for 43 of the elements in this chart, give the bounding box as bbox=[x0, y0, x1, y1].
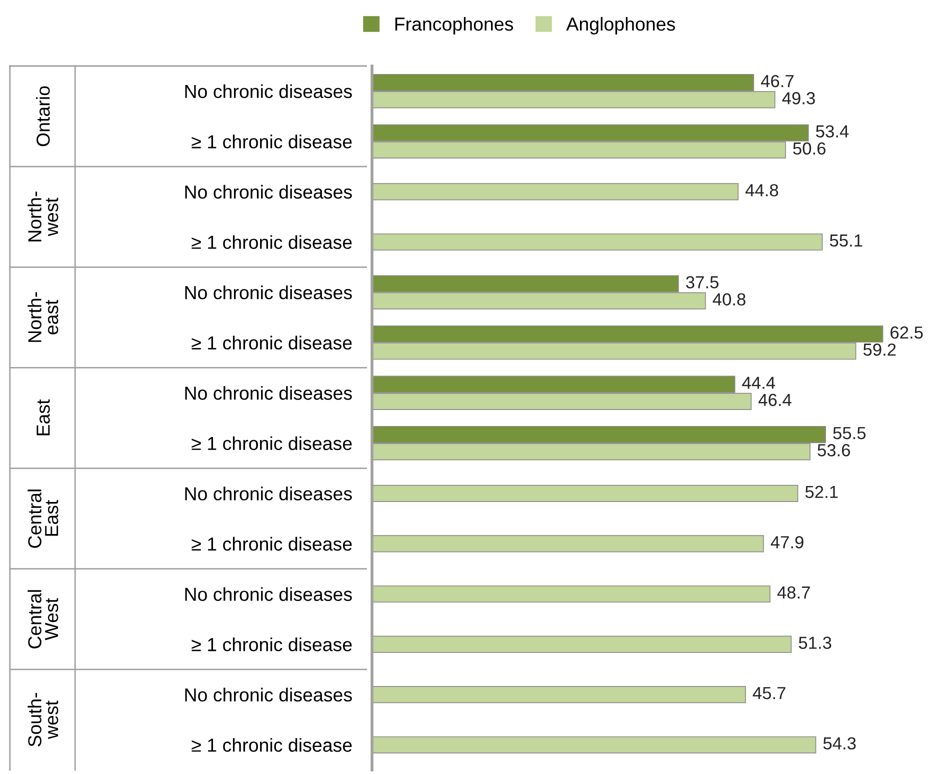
data-label: 37.5 bbox=[686, 276, 718, 288]
text: East bbox=[36, 399, 50, 436]
text: Ontario bbox=[36, 86, 50, 146]
data-label: 51.3 bbox=[798, 636, 832, 649]
data-label: 49.3 bbox=[782, 92, 815, 104]
y-tick-label: No chronic diseases bbox=[185, 688, 352, 702]
data-label: 62.5 bbox=[890, 326, 923, 339]
y-tick-label: ≥ 1 chronic disease bbox=[192, 536, 352, 551]
data-label: 52.1 bbox=[805, 486, 838, 498]
y-tick-label: No chronic diseases bbox=[185, 486, 352, 500]
y-tick-label: ≥ 1 chronic disease bbox=[192, 235, 352, 249]
y-tick-label: ≥ 1 chronic disease bbox=[192, 134, 352, 148]
y-tick-label: No chronic diseases bbox=[185, 386, 352, 400]
data-label: 44.8 bbox=[745, 184, 778, 196]
data-label: 50.6 bbox=[793, 142, 826, 155]
data-label: 46.4 bbox=[758, 394, 792, 406]
y-tick-label: No chronic diseases bbox=[185, 285, 352, 300]
y-tick-label: ≥ 1 chronic disease bbox=[192, 738, 352, 752]
y-tick-label: ≥ 1 chronic disease bbox=[192, 436, 352, 450]
data-label: 55.1 bbox=[830, 234, 862, 247]
data-label: 47.9 bbox=[770, 536, 804, 548]
data-label: 53.6 bbox=[818, 444, 850, 456]
legend-label: Francophones bbox=[395, 16, 514, 34]
data-label: 40.8 bbox=[712, 293, 746, 306]
data-label: 53.4 bbox=[816, 125, 849, 138]
y-tick-label: ≥ 1 chronic disease bbox=[192, 637, 352, 652]
data-label: 55.5 bbox=[833, 427, 866, 440]
data-label: 48.7 bbox=[777, 586, 810, 599]
y-tick-label: No chronic diseases bbox=[185, 184, 352, 199]
text: South- west bbox=[28, 692, 58, 746]
text: Central West bbox=[28, 590, 58, 648]
y-tick-label: ≥ 1 chronic disease bbox=[192, 336, 352, 350]
legend-label: Anglophones bbox=[566, 16, 675, 34]
y-tick-label: No chronic diseases bbox=[185, 84, 352, 98]
data-label: 44.4 bbox=[742, 376, 776, 389]
y-tick-label: No chronic diseases bbox=[185, 587, 352, 601]
data-label: 46.7 bbox=[760, 74, 794, 88]
data-label: 45.7 bbox=[752, 687, 786, 700]
data-label: 54.3 bbox=[823, 737, 856, 750]
data-label: 59.2 bbox=[863, 343, 896, 356]
text: North- east bbox=[28, 292, 58, 342]
text: North- west bbox=[28, 192, 58, 242]
text: Central East bbox=[28, 490, 58, 548]
